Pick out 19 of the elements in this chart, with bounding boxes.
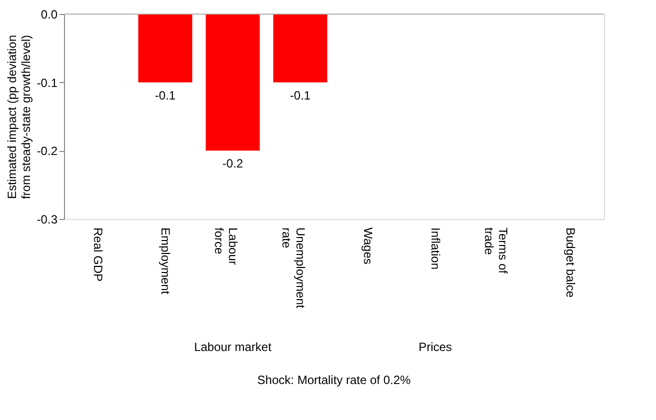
- x-tick-label: Terms of trade: [482, 228, 510, 274]
- text: Shock: Mortality rate of 0.2%: [257, 373, 412, 387]
- text: Labour market: [194, 340, 272, 354]
- y-tick-label: -0.1: [36, 76, 58, 90]
- x-tick-label: Unemployment rate: [279, 228, 308, 309]
- y-tick-label: -0.2: [36, 144, 58, 158]
- x-tick-label: Inflation: [428, 228, 442, 270]
- x-tick-label: Real GDP: [90, 228, 105, 282]
- y-tick-label: 0.0: [40, 8, 58, 22]
- x-tick-label: Employment: [158, 228, 172, 295]
- y-axis-title: Estimated impact (pp deviation from steady-state growth/level): [4, 34, 33, 200]
- text: Prices: [418, 340, 452, 354]
- y-tick-label: -0.3: [36, 212, 58, 226]
- data-label: -0.1: [154, 88, 176, 102]
- data-label: -0.2: [222, 156, 244, 171]
- data-label: -0.1: [290, 88, 311, 102]
- x-tick-label: Budget balce: [563, 228, 578, 298]
- x-tick-label: Wages: [360, 228, 375, 264]
- x-tick-label: Labour force: [212, 228, 240, 265]
